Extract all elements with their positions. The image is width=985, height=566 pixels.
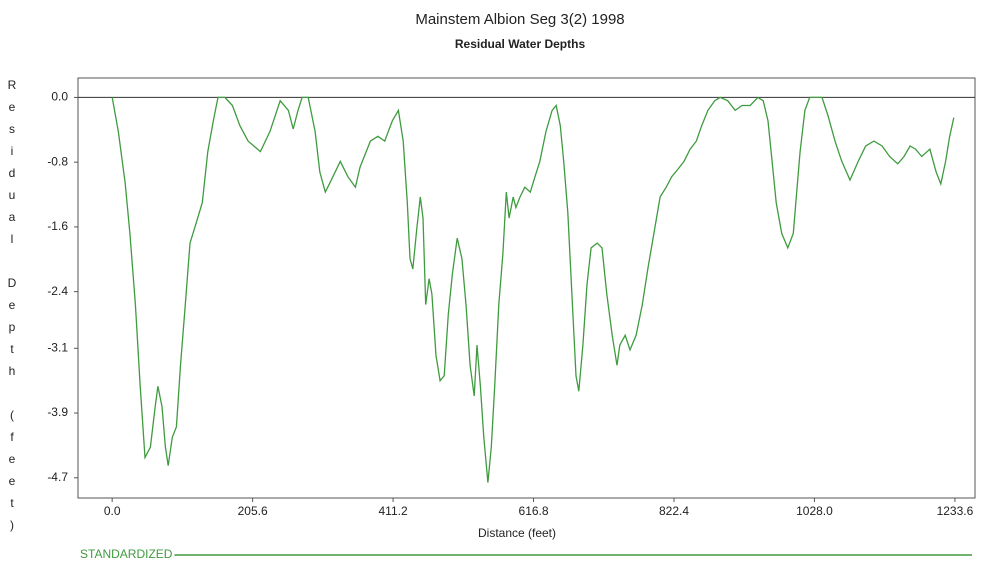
x-axis-label: Distance (feet) xyxy=(478,526,556,540)
y-tick-label: -3.1 xyxy=(47,340,68,354)
y-axis-label: Residual Depth (feet) xyxy=(5,78,19,540)
x-tick-label: 822.4 xyxy=(659,504,689,518)
x-tick-label: 411.2 xyxy=(379,504,408,518)
x-tick-label: 1233.6 xyxy=(937,504,974,518)
x-tick-label: 1028.0 xyxy=(796,504,833,518)
data-line xyxy=(111,96,955,483)
legend-label: STANDARDIZED xyxy=(80,547,173,561)
chart-title: Mainstem Albion Seg 3(2) 1998 xyxy=(415,11,624,28)
y-tick-label: -3.9 xyxy=(47,405,68,419)
y-tick-label: -4.7 xyxy=(47,470,68,484)
x-tick-label: 205.6 xyxy=(238,504,268,518)
y-tick-label: 0.0 xyxy=(51,90,68,104)
y-tick-label: -0.8 xyxy=(47,154,68,168)
y-tick-label: -1.6 xyxy=(47,219,68,233)
x-tick-label: 0.0 xyxy=(104,504,121,518)
plot-frame xyxy=(77,77,976,499)
chart-subtitle: Residual Water Depths xyxy=(455,37,586,51)
y-tick-label: -2.4 xyxy=(47,284,68,298)
x-tick-label: 616.8 xyxy=(519,504,549,518)
